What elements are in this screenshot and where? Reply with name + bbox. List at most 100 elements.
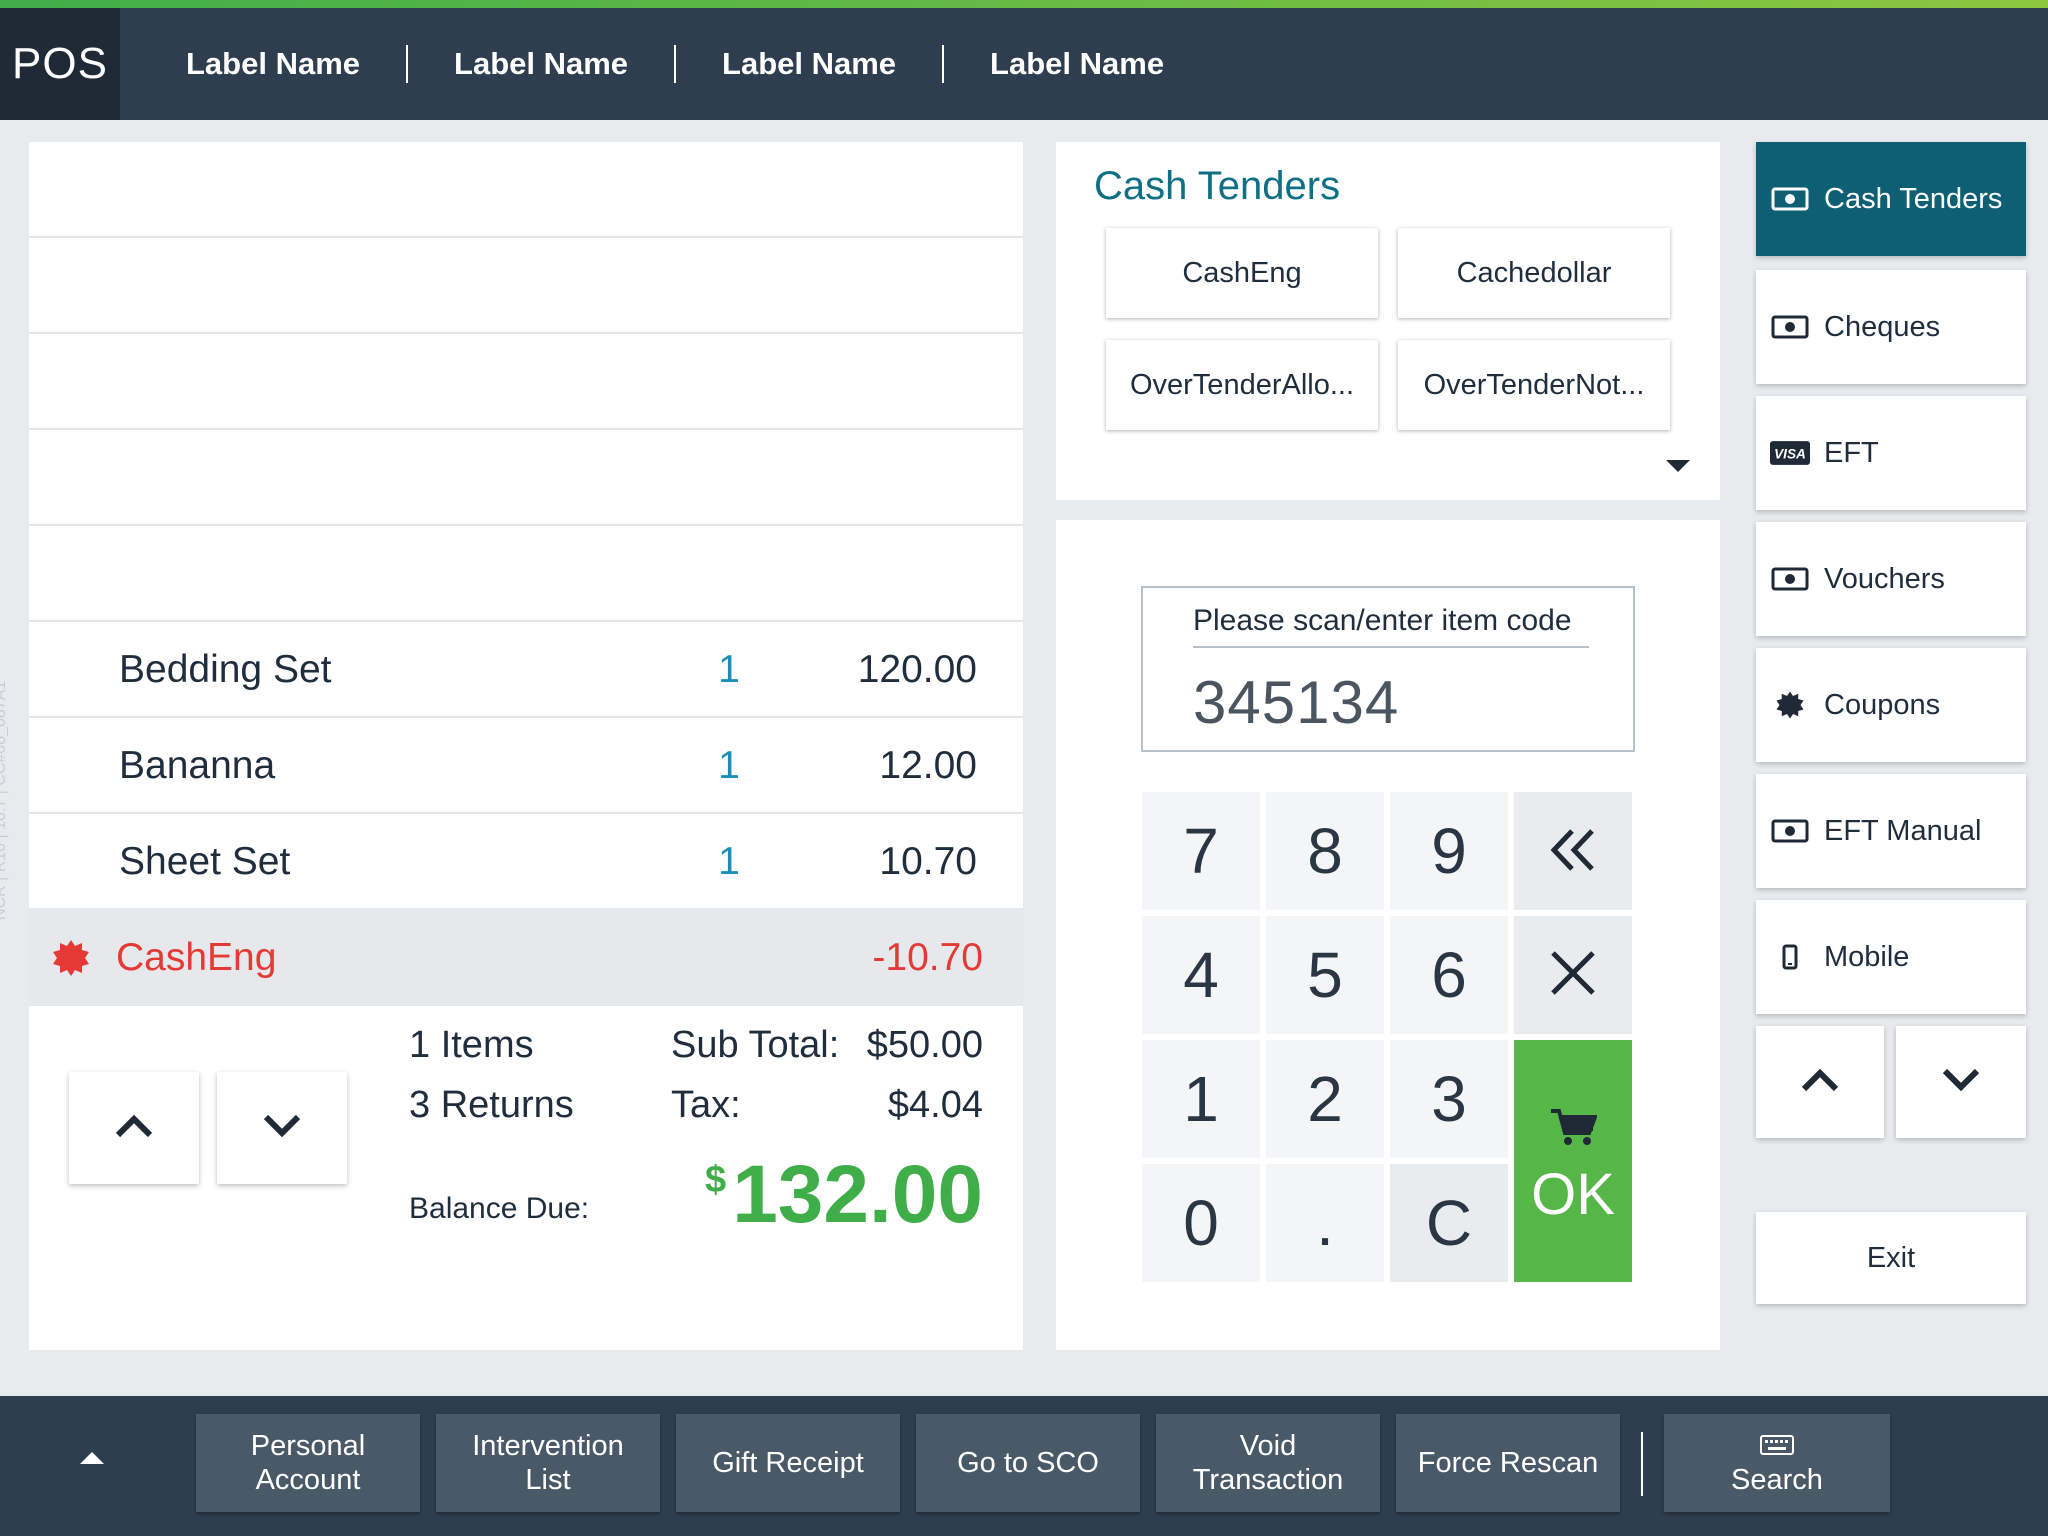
line-item-qty: 1: [718, 648, 740, 691]
button-label-line1: Go to SCO: [957, 1447, 1099, 1479]
balance-value: 132.00: [732, 1149, 983, 1240]
gift-receipt-button[interactable]: Gift Receipt: [676, 1414, 900, 1512]
nav-mobile-button[interactable]: Mobile: [1756, 900, 2026, 1014]
tender-option-button[interactable]: OverTenderAllo...: [1106, 340, 1378, 430]
numeric-keypad: 7 8 9 4 5 6 1 2 3 OK 0 . C: [1140, 790, 1636, 1286]
nav-label: Cash Tenders: [1824, 182, 2003, 215]
tender-option-button[interactable]: CashEng: [1106, 228, 1378, 318]
receipt-scroll-up-button[interactable]: [69, 1072, 199, 1184]
personal-account-button[interactable]: Personal Account: [196, 1414, 420, 1512]
nav-label: Coupons: [1824, 688, 1941, 721]
nav-eft-manual-button[interactable]: EFT Manual: [1756, 774, 2026, 888]
coupon-badge-icon: [51, 938, 91, 978]
bottom-action-bar: Personal Account Intervention List Gift …: [0, 1396, 2048, 1536]
key-1[interactable]: 1: [1140, 1038, 1262, 1160]
receipt-line-item[interactable]: Bananna 1 12.00: [29, 718, 1023, 814]
subtotal-value: $50.00: [866, 1024, 983, 1066]
balance-due-label: Balance Due:: [409, 1192, 590, 1225]
cash-icon: [1770, 315, 1810, 339]
close-icon: [1549, 938, 1597, 1012]
tender-option-button[interactable]: OverTenderNot...: [1398, 340, 1670, 430]
backspace-key[interactable]: [1512, 790, 1634, 912]
tender-option-button[interactable]: Cachedollar: [1398, 228, 1670, 318]
receipt-empty-row: [29, 238, 1023, 334]
balance-due-amount: $132.00: [705, 1154, 983, 1236]
key-2[interactable]: 2: [1264, 1038, 1386, 1160]
key-4[interactable]: 4: [1140, 914, 1262, 1036]
receipt-line-item[interactable]: Sheet Set 1 10.70: [29, 814, 1023, 910]
cash-tenders-title: Cash Tenders: [1094, 164, 1341, 208]
button-label-line2: Transaction: [1192, 1464, 1344, 1496]
line-item-qty: 1: [718, 744, 740, 787]
item-code-field[interactable]: Please scan/enter item code 345134: [1141, 586, 1635, 752]
key-7[interactable]: 7: [1140, 790, 1262, 912]
void-transaction-button[interactable]: Void Transaction: [1156, 1414, 1380, 1512]
exit-button[interactable]: Exit: [1756, 1212, 2026, 1304]
header-nav-item-4[interactable]: Label Name: [990, 46, 1165, 81]
chevron-down-icon: [1941, 1067, 1981, 1098]
receipt-empty-row: [29, 526, 1023, 622]
receipt-summary: 1 Items 3 Returns Sub Total: $50.00 Tax:…: [29, 1006, 1023, 1256]
key-3[interactable]: 3: [1388, 1038, 1510, 1160]
button-label-line1: Search: [1731, 1464, 1823, 1496]
subtotal-label: Sub Total:: [671, 1024, 840, 1066]
cart-icon: [1549, 1094, 1598, 1161]
cash-icon: [1770, 187, 1810, 211]
receipt-empty-row: [29, 142, 1023, 238]
tender-nav-scroll-up-button[interactable]: [1756, 1026, 1884, 1138]
nav-coupons-button[interactable]: Coupons: [1756, 648, 2026, 762]
button-label-line1: Intervention: [472, 1430, 624, 1462]
key-0[interactable]: 0: [1140, 1162, 1262, 1284]
key-clear[interactable]: C: [1388, 1162, 1510, 1284]
receipt-scroll-down-button[interactable]: [217, 1072, 347, 1184]
cash-tenders-panel: Cash Tenders CashEng Cachedollar OverTen…: [1056, 142, 1720, 500]
search-button[interactable]: Search: [1664, 1414, 1890, 1512]
button-label-line1: Void: [1239, 1430, 1297, 1462]
nav-label: Vouchers: [1824, 562, 1945, 595]
button-label-line2: Account: [255, 1464, 361, 1496]
ok-label: OK: [1531, 1162, 1615, 1227]
caret-down-icon[interactable]: [1666, 460, 1690, 472]
tender-nav-scroll-down-button[interactable]: [1896, 1026, 2026, 1138]
key-decimal[interactable]: .: [1264, 1162, 1386, 1284]
ok-button[interactable]: OK: [1512, 1038, 1634, 1284]
tender-line-name: CashEng: [116, 936, 277, 979]
items-count: 1 Items: [409, 1024, 534, 1066]
go-to-sco-button[interactable]: Go to SCO: [916, 1414, 1140, 1512]
chevron-up-icon: [114, 1113, 154, 1144]
button-label-line1: Gift Receipt: [712, 1447, 864, 1479]
nav-eft-button[interactable]: VISA EFT: [1756, 396, 2026, 510]
line-item-name: Bananna: [119, 744, 276, 787]
chevron-up-icon: [1800, 1067, 1840, 1098]
tender-line-item[interactable]: CashEng -10.70: [29, 910, 1023, 1006]
force-rescan-button[interactable]: Force Rescan: [1396, 1414, 1620, 1512]
item-code-value: 345134: [1193, 669, 1400, 736]
key-5[interactable]: 5: [1264, 914, 1386, 1036]
returns-count: 3 Returns: [409, 1084, 574, 1126]
header-nav-item-3[interactable]: Label Name: [676, 45, 945, 83]
accent-bar: [0, 0, 2048, 8]
header-nav-item-1[interactable]: Label Name: [160, 45, 409, 83]
bottom-bar-divider: [1641, 1432, 1643, 1496]
receipt-empty-row: [29, 334, 1023, 430]
intervention-list-button[interactable]: Intervention List: [436, 1414, 660, 1512]
key-8[interactable]: 8: [1264, 790, 1386, 912]
header-nav-item-2[interactable]: Label Name: [408, 45, 677, 83]
line-item-qty: 1: [718, 840, 740, 883]
nav-cash-tenders-button[interactable]: Cash Tenders: [1756, 142, 2026, 256]
nav-vouchers-button[interactable]: Vouchers: [1756, 522, 2026, 636]
key-9[interactable]: 9: [1388, 790, 1510, 912]
nav-cheques-button[interactable]: Cheques: [1756, 270, 2026, 384]
receipt-panel: Bedding Set 1 120.00 Bananna 1 12.00 She…: [29, 142, 1023, 1350]
keyboard-icon: [1760, 1429, 1794, 1463]
caret-up-icon[interactable]: [80, 1452, 104, 1464]
pos-logo: POS: [0, 8, 120, 120]
key-6[interactable]: 6: [1388, 914, 1510, 1036]
double-chevron-left-icon: [1546, 814, 1600, 888]
version-watermark: NCR | R10 | 10.7 | CC#08_087A1: [0, 620, 22, 940]
keypad-panel: Please scan/enter item code 345134 7 8 9…: [1056, 520, 1720, 1350]
receipt-line-item[interactable]: Bedding Set 1 120.00: [29, 622, 1023, 718]
nav-label: Cheques: [1824, 310, 1941, 343]
svg-text:VISA: VISA: [1774, 446, 1806, 461]
clear-entry-key[interactable]: [1512, 914, 1634, 1036]
